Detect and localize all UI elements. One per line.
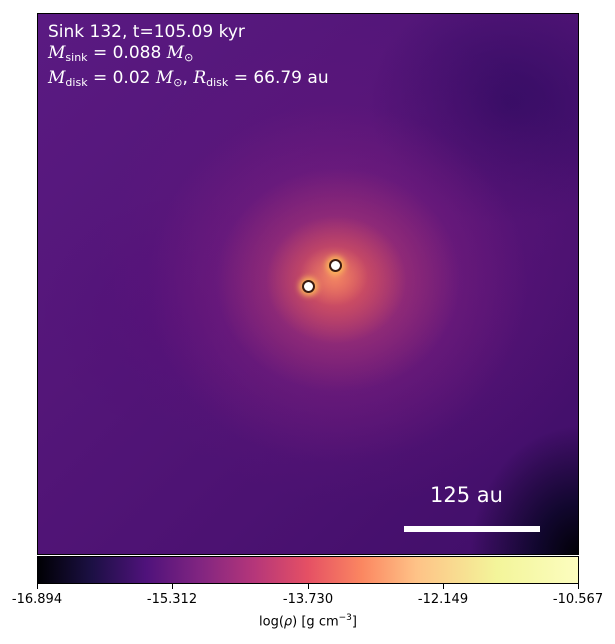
disk-mass-subscript: disk — [65, 76, 88, 89]
radius-unit: au — [307, 68, 329, 88]
sink-marker — [329, 259, 342, 272]
colorbar-tick — [308, 584, 309, 589]
disk-radius-subscript: disk — [206, 76, 229, 89]
colorbar — [37, 556, 579, 584]
map-annotation: Sink 132, t=105.09 kyr Msink = 0.088 M⊙ … — [48, 22, 329, 93]
colorbar-tick-label: -15.312 — [146, 592, 198, 607]
colorbar-tick — [443, 584, 444, 589]
sink-mass-value: = 0.088 — [92, 43, 162, 63]
scale-bar — [404, 526, 540, 532]
title-line-2: Msink = 0.088 M⊙ — [48, 43, 329, 68]
density-map: Sink 132, t=105.09 kyr Msink = 0.088 M⊙ … — [37, 13, 579, 555]
colorbar-tick-label: -16.894 — [11, 592, 63, 607]
disk-mass-symbol: M — [48, 68, 66, 88]
mass-symbol: M — [48, 43, 66, 63]
colorbar-tick — [578, 584, 579, 589]
cbar-label-suffix: ] — [351, 614, 357, 630]
radius-symbol: R — [193, 68, 207, 88]
colorbar-tick-label: -10.567 — [552, 592, 604, 607]
cbar-label-unit: ) [g cm — [292, 614, 339, 630]
scale-bar-label: 125 au — [430, 483, 503, 507]
disk-sun-subscript: ⊙ — [173, 76, 183, 89]
cbar-label-prefix: log( — [259, 614, 284, 630]
rho-symbol: ρ — [283, 614, 293, 630]
sink-marker — [302, 280, 315, 293]
sink-subscript: sink — [65, 51, 88, 64]
colorbar-tick-label: -13.730 — [282, 592, 334, 607]
colorbar-tick — [37, 584, 38, 589]
colorbar-tick — [172, 584, 173, 589]
disk-radius-value: = 66.79 — [233, 68, 303, 88]
msun-symbol: M — [166, 43, 185, 63]
cbar-label-exponent: −3 — [338, 613, 352, 623]
colorbar-label: log(ρ) [g cm−3] — [259, 613, 357, 629]
colorbar-tick-label: -12.149 — [417, 592, 469, 607]
title-line-3: Mdisk = 0.02 M⊙, Rdisk = 66.79 au — [48, 68, 329, 89]
title-line-1: Sink 132, t=105.09 kyr — [48, 22, 245, 42]
disk-mass-value: = 0.02 — [92, 68, 151, 88]
disk-msun-symbol: M — [155, 68, 174, 88]
sun-subscript: ⊙ — [184, 51, 194, 64]
